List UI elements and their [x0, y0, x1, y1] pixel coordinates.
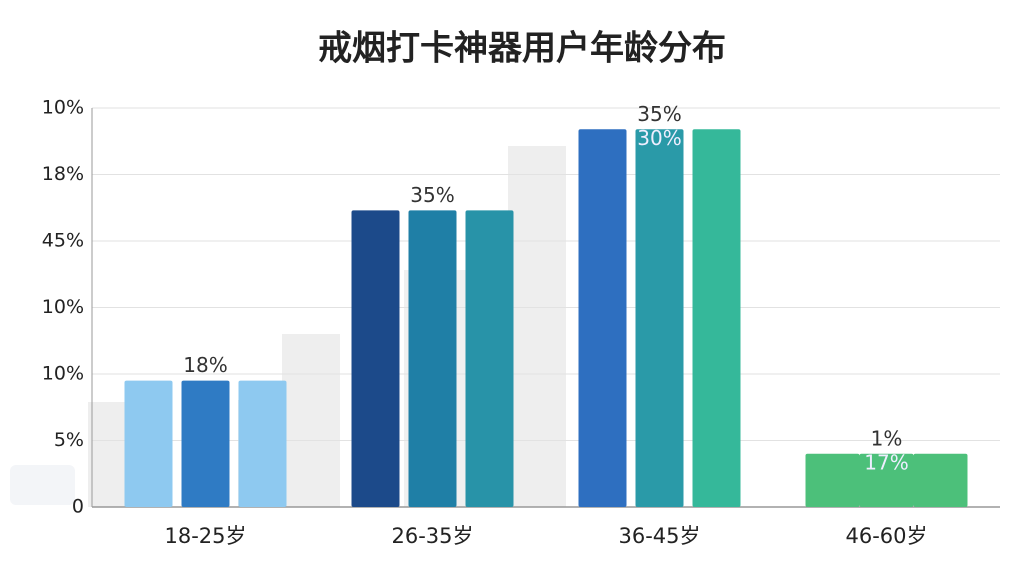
x-tick-label: 26-35岁: [391, 524, 473, 548]
annotation: 1%: [871, 426, 903, 450]
bar: [635, 129, 684, 507]
x-tick-label: 18-25岁: [164, 524, 246, 548]
annotation: 35%: [637, 102, 681, 126]
bar: [913, 453, 968, 507]
x-tick-label: 36-45岁: [618, 524, 700, 548]
y-tick-label: 45%: [42, 230, 84, 252]
y-tick-label: 18%: [42, 163, 84, 185]
bar: [238, 380, 287, 507]
bar: [578, 129, 627, 507]
chart-title: 戒烟打卡神器用户年龄分布: [318, 29, 726, 69]
bar: [465, 210, 514, 507]
bar: [692, 129, 741, 507]
bar: [124, 380, 173, 507]
bar: [805, 453, 860, 507]
y-tick-label: 10%: [42, 363, 84, 385]
annotation: 17%: [864, 450, 908, 474]
y-tick-label: 0: [72, 496, 84, 518]
annotation: 30%: [637, 126, 681, 150]
x-tick-label: 46-60岁: [845, 524, 927, 548]
y-tick-label: 10%: [42, 97, 84, 119]
annotation: 18%: [183, 353, 227, 377]
annotation: 35%: [410, 183, 454, 207]
bar: [408, 210, 457, 507]
y-tick-label: 10%: [42, 296, 84, 318]
background-decor: [10, 146, 566, 507]
bar: [181, 380, 230, 507]
y-tick-label: 5%: [54, 429, 84, 451]
bar: [859, 453, 914, 507]
bar: [351, 210, 400, 507]
